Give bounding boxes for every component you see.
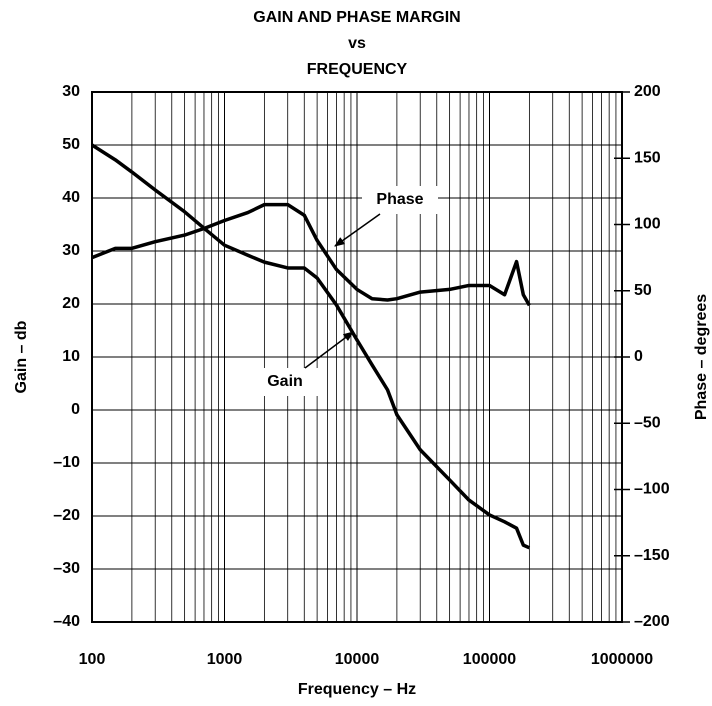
y-tick-label: 0 [71, 401, 80, 418]
label-background [247, 368, 323, 396]
y-tick-label: 30 [62, 242, 80, 259]
data-line [91, 143, 531, 550]
data-line [91, 202, 531, 307]
series-label: Phase [376, 191, 423, 208]
chart-title: GAIN AND PHASE MARGIN [253, 9, 460, 26]
chart-title: vs [348, 35, 366, 52]
y2-tick-label: 50 [634, 282, 652, 299]
series-label: Gain [267, 373, 303, 390]
y-tick-label: –30 [53, 560, 80, 577]
y2-tick-label: –200 [634, 613, 670, 630]
x-tick-label: 1000000 [591, 651, 653, 668]
y2-tick-label: –100 [634, 481, 670, 498]
x-tick-label: 100 [79, 651, 106, 668]
y-tick-label: 30 [62, 83, 80, 100]
x-axis-label: Frequency – Hz [298, 681, 416, 698]
y-tick-label: 10 [62, 348, 80, 365]
y2-tick-label: 100 [634, 216, 661, 233]
y2-tick-label: –50 [634, 414, 661, 431]
label-background [362, 186, 438, 214]
y-tick-label: –40 [53, 613, 80, 630]
y-tick-label: 20 [62, 295, 80, 312]
y2-tick-label: 0 [634, 348, 643, 365]
x-tick-label: 1000 [207, 651, 243, 668]
y-tick-label: –20 [53, 507, 80, 524]
y2-tick-label: 200 [634, 83, 661, 100]
y-tick-label: 50 [62, 136, 80, 153]
annotation-arrow [304, 331, 354, 369]
x-tick-label: 10000 [335, 651, 380, 668]
y2-tick-label: –150 [634, 547, 670, 564]
annotation-arrow [334, 213, 381, 247]
y2-axis-label: Phase – degrees [693, 294, 710, 420]
y-tick-label: 40 [62, 189, 80, 206]
y2-tick-label: 150 [634, 149, 661, 166]
plot-frame [91, 91, 623, 623]
x-tick-label: 100000 [463, 651, 516, 668]
chart-title: FREQUENCY [307, 61, 408, 78]
y-tick-label: –10 [53, 454, 80, 471]
y-axis-label: Gain – db [13, 320, 30, 393]
